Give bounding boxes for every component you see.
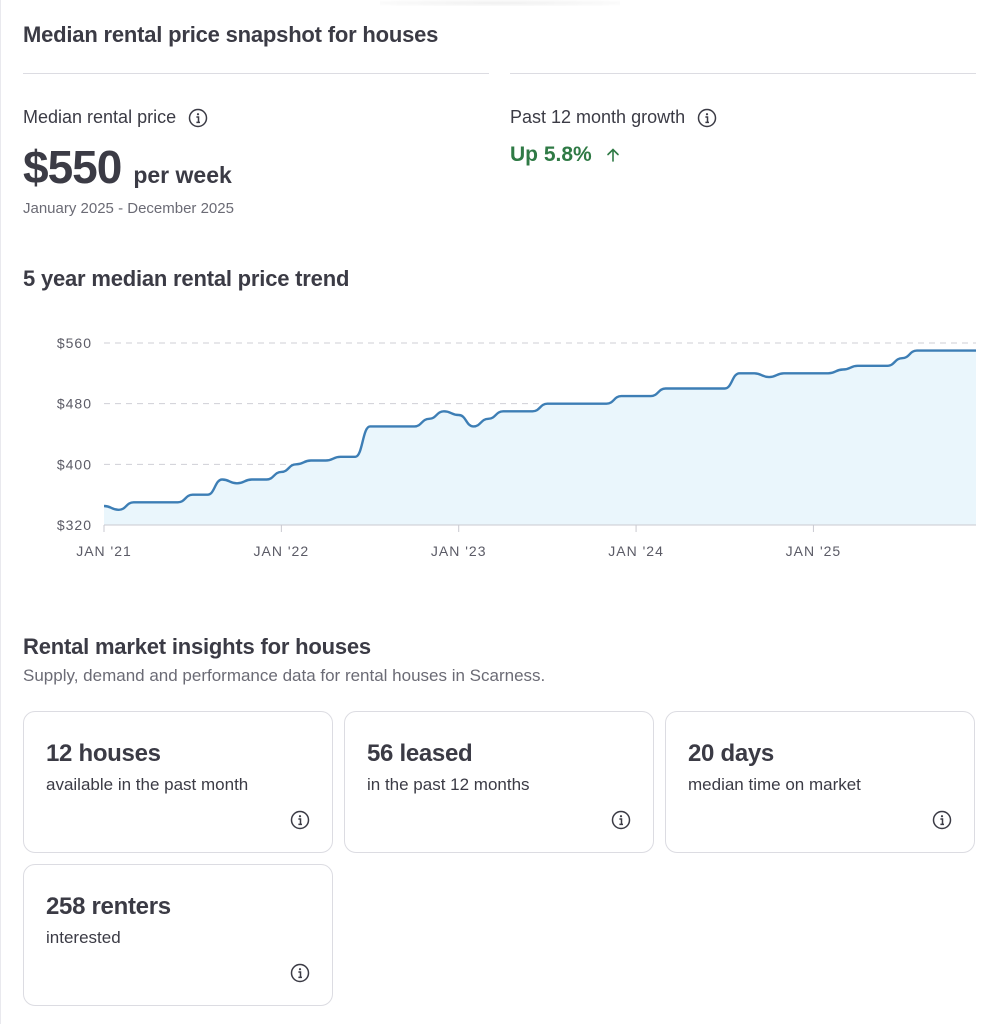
x-tick-label: JAN '21	[76, 543, 132, 559]
info-icon[interactable]	[697, 108, 717, 128]
info-icon[interactable]	[611, 810, 631, 830]
info-icon[interactable]	[290, 810, 310, 830]
x-tick-label: JAN '22	[254, 543, 310, 559]
growth-label-row: Past 12 month growth	[510, 107, 717, 128]
insight-card-renters: 258 renters interested	[23, 864, 333, 1006]
trend-chart: $560 $480 $400 $320 JAN '21 JAN '22 JAN '23 JAN…	[0, 320, 992, 570]
date-range: January 2025 - December 2025	[23, 200, 234, 217]
insight-value: 20 days	[688, 740, 774, 767]
series-line	[103, 349, 976, 511]
area-fill	[104, 350, 976, 525]
y-tick-label: $480	[57, 396, 92, 412]
x-tick-label: JAN '23	[431, 543, 487, 559]
y-tick-label: $400	[57, 456, 92, 472]
growth-value-row: Up 5.8%	[510, 143, 622, 167]
divider-right	[510, 73, 976, 74]
price-value: $550	[23, 141, 122, 193]
x-tick-label: JAN '24	[608, 543, 664, 559]
insight-description: interested	[46, 928, 121, 947]
median-price-label-row: Median rental price	[23, 107, 208, 128]
arrow-up-icon	[604, 146, 622, 164]
growth-value: Up 5.8%	[510, 143, 592, 166]
insight-description: median time on market	[688, 775, 861, 794]
x-tick-label: JAN '25	[786, 543, 842, 559]
insight-value: 56 leased	[367, 740, 473, 767]
insights-subtitle: Supply, demand and performance data for …	[23, 666, 546, 685]
left-border	[0, 0, 1, 1024]
info-icon[interactable]	[188, 108, 208, 128]
insight-card-available: 12 houses available in the past month	[23, 711, 333, 853]
divider-left	[23, 73, 489, 74]
y-tick-label: $320	[57, 517, 92, 533]
snapshot-title: Median rental price snapshot for houses	[23, 22, 439, 47]
info-icon[interactable]	[290, 963, 310, 983]
info-icon[interactable]	[932, 810, 952, 830]
growth-label: Past 12 month growth	[510, 107, 686, 127]
median-price-label: Median rental price	[23, 107, 177, 127]
insight-value: 12 houses	[46, 740, 161, 767]
insights-title: Rental market insights for houses	[23, 634, 371, 659]
top-scroll-shadow	[380, 0, 620, 6]
insight-description: in the past 12 months	[367, 775, 530, 794]
insight-description: available in the past month	[46, 775, 249, 794]
trend-chart-svg: $560 $480 $400 $320 JAN '21 JAN '22 JAN '23 JAN…	[57, 335, 976, 559]
median-price: $550 per week	[23, 140, 232, 194]
insight-value: 258 renters	[46, 893, 171, 920]
price-unit: per week	[133, 162, 232, 188]
insight-card-leased: 56 leased in the past 12 months	[344, 711, 654, 853]
y-tick-label: $560	[57, 335, 92, 351]
insight-card-days: 20 days median time on market	[665, 711, 975, 853]
trend-title: 5 year median rental price trend	[23, 266, 350, 291]
